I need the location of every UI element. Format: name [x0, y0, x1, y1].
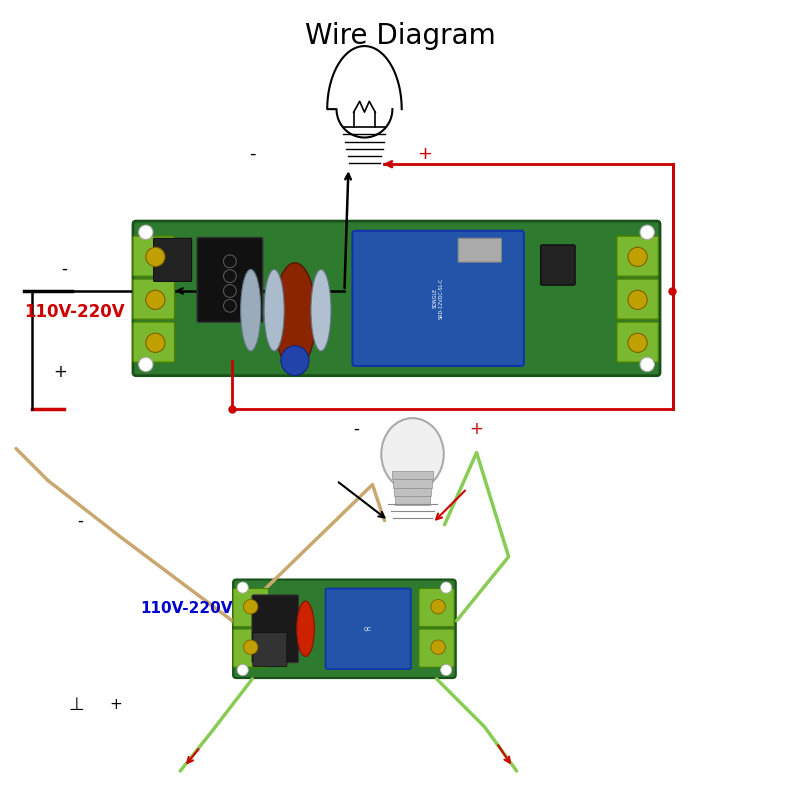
Circle shape	[441, 582, 452, 593]
FancyBboxPatch shape	[233, 629, 268, 667]
FancyBboxPatch shape	[197, 237, 263, 322]
Ellipse shape	[274, 263, 316, 369]
Bar	[394, 488, 431, 497]
Text: ⊥: ⊥	[68, 696, 84, 714]
FancyBboxPatch shape	[458, 238, 501, 262]
Circle shape	[441, 664, 452, 675]
Bar	[392, 471, 433, 479]
FancyBboxPatch shape	[133, 236, 175, 276]
Text: 110V-220V: 110V-220V	[140, 602, 232, 616]
FancyBboxPatch shape	[325, 589, 411, 669]
FancyBboxPatch shape	[154, 239, 191, 281]
FancyBboxPatch shape	[617, 322, 658, 362]
Ellipse shape	[264, 269, 284, 351]
FancyBboxPatch shape	[253, 633, 287, 666]
Text: -: -	[77, 512, 83, 529]
Text: -: -	[61, 260, 67, 277]
Text: 110V-220V: 110V-220V	[24, 304, 125, 321]
FancyBboxPatch shape	[419, 589, 454, 626]
Text: +: +	[417, 145, 432, 163]
Circle shape	[146, 248, 165, 267]
FancyBboxPatch shape	[233, 589, 268, 626]
FancyBboxPatch shape	[617, 279, 658, 320]
Circle shape	[628, 290, 647, 309]
FancyBboxPatch shape	[352, 231, 524, 366]
Text: +: +	[110, 698, 123, 712]
Circle shape	[146, 290, 165, 309]
Circle shape	[237, 664, 248, 675]
Ellipse shape	[311, 269, 331, 351]
Circle shape	[139, 357, 153, 372]
Text: SONGLE
SRD-12VDC-SL-C: SONGLE SRD-12VDC-SL-C	[433, 278, 444, 319]
Circle shape	[640, 225, 654, 239]
Circle shape	[431, 599, 445, 614]
Text: -: -	[249, 145, 256, 163]
Ellipse shape	[381, 418, 444, 490]
Circle shape	[244, 640, 258, 654]
Circle shape	[244, 599, 258, 614]
Circle shape	[146, 333, 165, 352]
Ellipse shape	[281, 346, 309, 376]
FancyBboxPatch shape	[133, 279, 175, 320]
Text: +: +	[53, 364, 67, 381]
Circle shape	[628, 248, 647, 267]
Text: QC: QC	[364, 626, 372, 631]
FancyBboxPatch shape	[617, 236, 658, 276]
Circle shape	[628, 333, 647, 352]
FancyBboxPatch shape	[252, 595, 299, 662]
Bar	[395, 497, 430, 505]
Circle shape	[640, 357, 654, 372]
FancyBboxPatch shape	[133, 322, 175, 362]
Ellipse shape	[296, 601, 314, 657]
FancyBboxPatch shape	[133, 221, 660, 376]
FancyBboxPatch shape	[419, 629, 454, 667]
Text: +: +	[469, 420, 484, 437]
Ellipse shape	[241, 269, 261, 351]
Circle shape	[237, 582, 248, 593]
Circle shape	[139, 225, 153, 239]
FancyBboxPatch shape	[541, 245, 575, 285]
Bar	[393, 479, 432, 488]
Text: -: -	[353, 420, 360, 437]
Circle shape	[431, 640, 445, 654]
FancyBboxPatch shape	[233, 580, 456, 678]
Text: Wire Diagram: Wire Diagram	[305, 22, 496, 50]
